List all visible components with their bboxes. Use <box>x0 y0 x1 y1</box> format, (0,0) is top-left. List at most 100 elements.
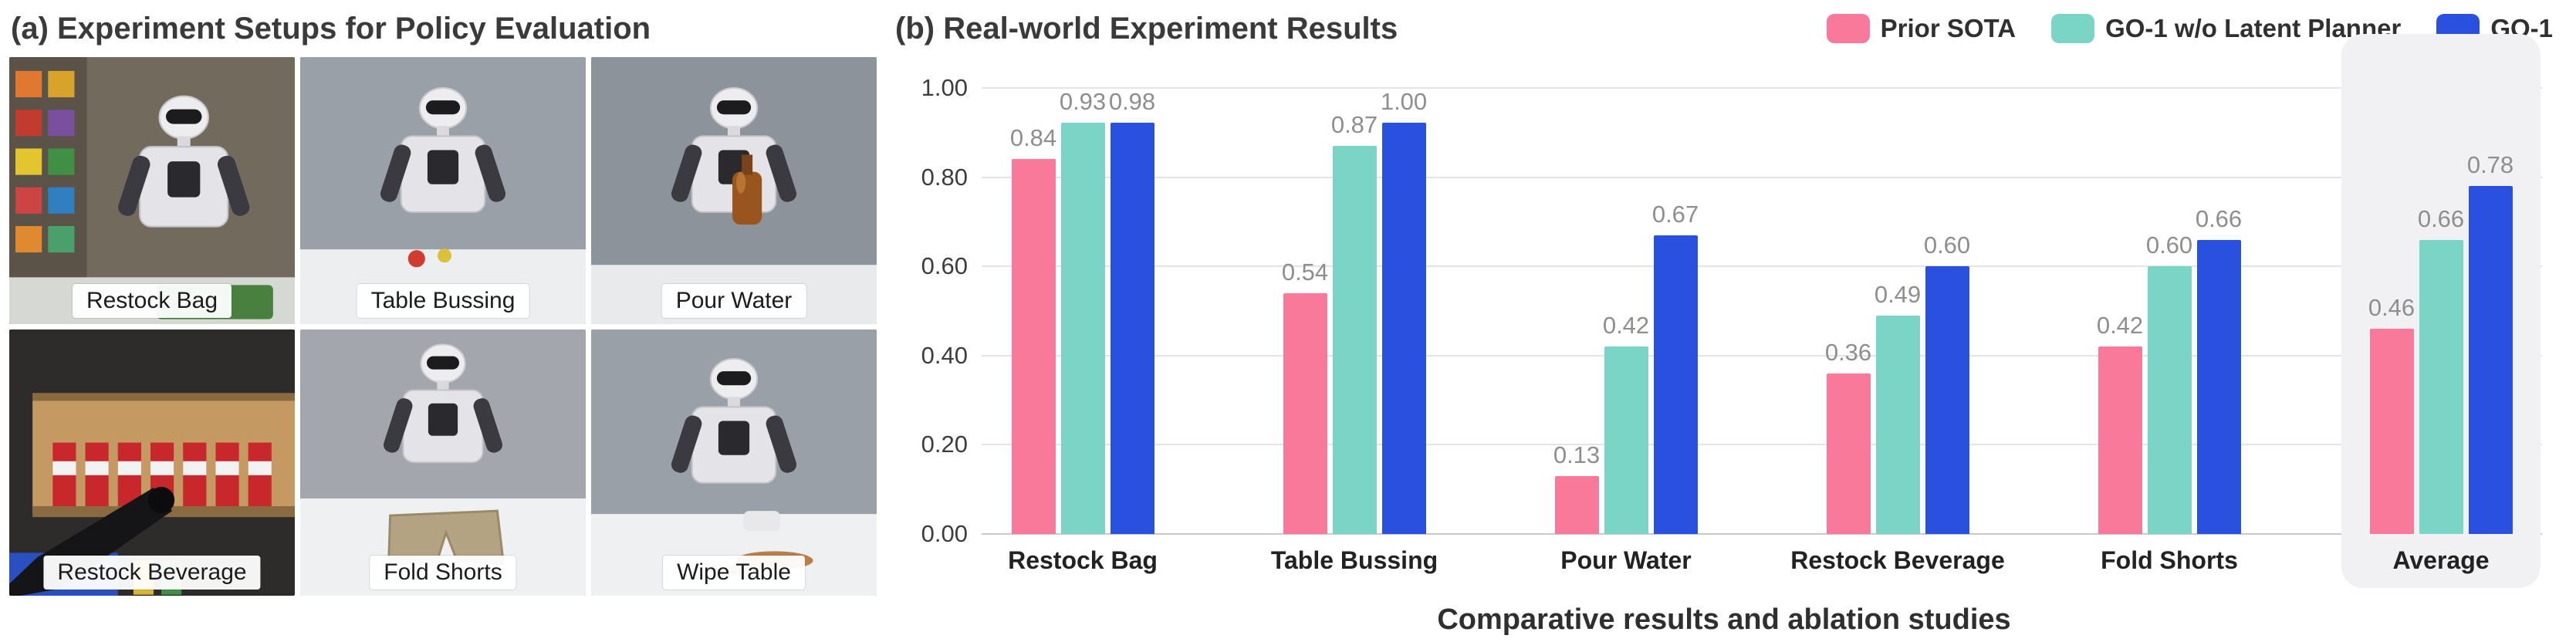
bar-go-1-w-o-latent-planner <box>1604 346 1648 534</box>
bar-groups: 0.84 0.93 0.98 Restock Bag 0.54 0.87 1.00 Table… <box>982 34 2542 588</box>
panel-a-title: (a) Experiment Setups for Policy Evaluat… <box>11 12 651 46</box>
bar-column: 0.98 <box>1108 88 1156 534</box>
bar-value-label: 0.93 <box>1059 88 1107 115</box>
bar-group-restock-bag: 0.84 0.93 0.98 Restock Bag <box>1008 88 1158 574</box>
bar-column: 0.46 <box>2368 88 2415 534</box>
panel-b-title: (b) Real-world Experiment Results <box>895 12 1398 46</box>
panel-experiment-setups: (a) Experiment Setups for Policy Evaluat… <box>0 0 880 642</box>
bar-column: 0.36 <box>1824 88 1872 534</box>
bar-value-label: 0.60 <box>2145 231 2193 259</box>
bar-go-1 <box>2196 239 2241 534</box>
bar-prior-sota <box>1283 292 1327 534</box>
bar-column: 0.54 <box>1281 88 1329 534</box>
bar-go-1-w-o-latent-planner <box>1875 315 1920 534</box>
y-axis-tick-label: 0.80 <box>921 163 968 191</box>
photo-restock-bag: Restock Bag <box>9 57 295 324</box>
gridline <box>982 444 2542 446</box>
bar-value-label: 1.00 <box>1380 88 1428 115</box>
gridline <box>982 265 2542 268</box>
bar-prior-sota <box>1554 475 1599 534</box>
panel-experiment-results: (b) Real-world Experiment Results Prior … <box>880 0 2576 642</box>
bar-value-label: 0.84 <box>1009 124 1057 152</box>
gridline <box>982 354 2542 356</box>
legend-item-prior-sota: Prior SOTA <box>1826 14 2017 43</box>
bar-group-average: 0.46 0.66 0.78 Average <box>2341 34 2541 588</box>
photo-wipe-table: Wipe Table <box>591 329 877 596</box>
category-label: Average <box>2392 546 2490 574</box>
bar-value-label: 0.36 <box>1824 338 1872 366</box>
photo-restock-beverage: Restock Beverage <box>9 329 295 596</box>
gridline <box>982 533 2542 535</box>
bar-go-1 <box>1925 266 1969 534</box>
photo-label: Fold Shorts <box>370 556 516 590</box>
bar-column: 0.87 <box>1330 88 1378 534</box>
bar-column: 0.66 <box>2417 88 2465 534</box>
bar-value-label: 0.98 <box>1108 88 1156 115</box>
category-label: Pour Water <box>1560 546 1692 574</box>
bar-column: 1.00 <box>1380 88 1428 534</box>
bar-prior-sota <box>2369 329 2414 534</box>
bar-value-label: 0.66 <box>2195 204 2243 232</box>
photo-label: Restock Beverage <box>43 556 261 590</box>
bar-value-label: 0.42 <box>1602 312 1650 340</box>
bar-go-1 <box>1653 235 1698 534</box>
y-axis-tick-label: 0.20 <box>921 431 968 458</box>
photo-pour-water: Pour Water <box>591 57 877 324</box>
bar-go-1 <box>1110 123 1154 534</box>
bar-go-1-w-o-latent-planner <box>2147 266 2192 534</box>
photo-fold-shorts: Fold Shorts <box>300 329 586 596</box>
bar-group-table-bussing: 0.54 0.87 1.00 Table Bussing <box>1271 88 1438 574</box>
chart-caption: Comparative results and ablation studies <box>1437 603 2011 636</box>
y-axis-tick-label: 0.60 <box>921 252 968 280</box>
bar-value-label: 0.13 <box>1553 441 1601 468</box>
legend-swatch-prior-sota <box>1826 14 1870 43</box>
y-axis-tick-label: 1.00 <box>921 74 968 101</box>
bar-value-label: 0.87 <box>1330 111 1378 139</box>
bar-column: 0.13 <box>1553 88 1601 534</box>
photo-label: Wipe Table <box>663 556 805 590</box>
bar-value-label: 0.67 <box>1651 200 1699 228</box>
bar-group-fold-shorts: 0.42 0.60 0.66 Fold Shorts <box>2096 88 2243 574</box>
bar-chart: 0.00 0.20 0.40 0.60 0.80 1.00 0.84 0.93 0.98 Res… <box>921 34 2542 588</box>
bar-value-label: 0.54 <box>1281 258 1329 286</box>
bar-value-label: 0.42 <box>2096 312 2144 340</box>
bar-prior-sota <box>1826 373 1871 534</box>
legend-label: Prior SOTA <box>1880 14 2017 42</box>
category-label: Fold Shorts <box>2101 546 2238 574</box>
gridline <box>982 176 2542 178</box>
bar-column: 0.60 <box>2145 88 2193 534</box>
category-label: Restock Beverage <box>1790 546 2005 574</box>
bar-go-1-w-o-latent-planner <box>1332 146 1377 534</box>
legend-item-go1-wo-latent-planner: GO-1 w/o Latent Planner <box>2051 14 2401 43</box>
photo-label: Pour Water <box>661 283 806 318</box>
bar-column: 0.78 <box>2467 88 2513 534</box>
category-label: Table Bussing <box>1270 546 1438 574</box>
bar-value-label: 0.46 <box>2368 294 2415 322</box>
legend-swatch-go1-wo-latent-planner <box>2051 14 2095 43</box>
bar-column: 0.42 <box>2096 88 2144 534</box>
photo-table-bussing: Table Bussing <box>300 57 586 324</box>
bar-column: 0.84 <box>1009 88 1057 534</box>
bar-group-restock-beverage: 0.36 0.49 0.60 Restock Beverage <box>1790 88 2004 574</box>
bar-value-label: 0.66 <box>2417 204 2465 232</box>
gridline <box>982 87 2542 89</box>
robot-photo-illustration <box>300 329 586 596</box>
bar-go-1-w-o-latent-planner <box>2419 239 2463 534</box>
chart-header: (b) Real-world Experiment Results Prior … <box>895 9 2553 48</box>
bar-go-1-w-o-latent-planner <box>1060 123 1105 534</box>
y-axis-tick-label: 0.00 <box>921 520 968 547</box>
bar-prior-sota <box>2098 346 2142 534</box>
photo-label: Restock Bag <box>72 283 232 318</box>
bar-group-pour-water: 0.13 0.42 0.67 Pour Water <box>1553 88 1699 574</box>
bar-column: 0.66 <box>2195 88 2243 534</box>
bar-column: 0.93 <box>1059 88 1107 534</box>
bar-go-1 <box>2468 186 2513 534</box>
bar-go-1 <box>1381 123 1426 534</box>
bar-column: 0.67 <box>1651 88 1699 534</box>
bar-value-label: 0.60 <box>1923 231 1971 259</box>
photo-grid: Restock Bag Table Bussing <box>9 57 877 596</box>
bar-column: 0.49 <box>1875 88 1921 534</box>
chart-grid: 0.00 0.20 0.40 0.60 0.80 1.00 <box>921 74 2542 547</box>
photo-label: Table Bussing <box>357 283 529 318</box>
